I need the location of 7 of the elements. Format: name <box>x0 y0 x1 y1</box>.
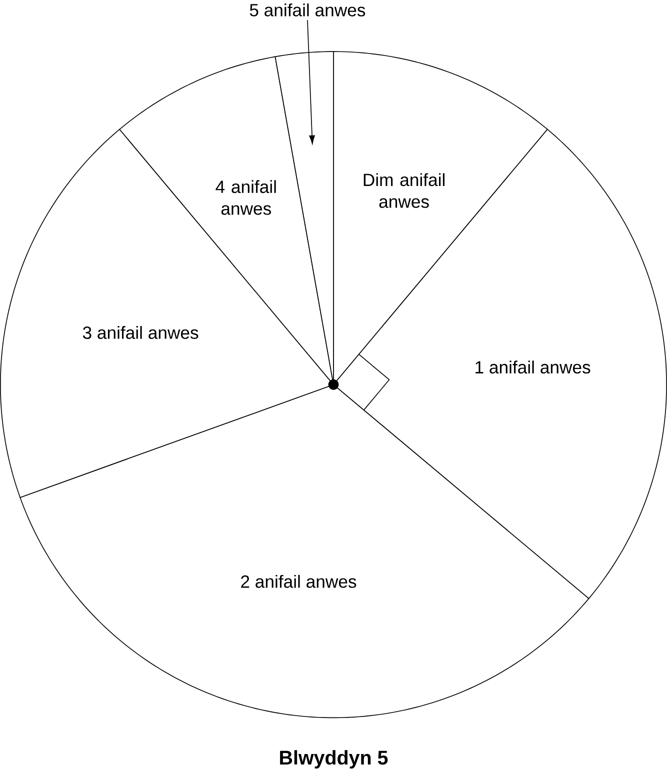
slice-label: 1 anifail anwes <box>476 360 590 374</box>
slice-label: 5 anifail anwes <box>250 3 366 16</box>
slice-label: 3 anifail anwes <box>82 326 198 339</box>
slice-label: 2 anifail anwes <box>241 574 356 588</box>
text: Blwyddyn 5 <box>280 750 388 769</box>
slice-label: 4 anifail anwes <box>216 180 276 215</box>
slice-label: Dim anifail anwes <box>364 173 444 208</box>
